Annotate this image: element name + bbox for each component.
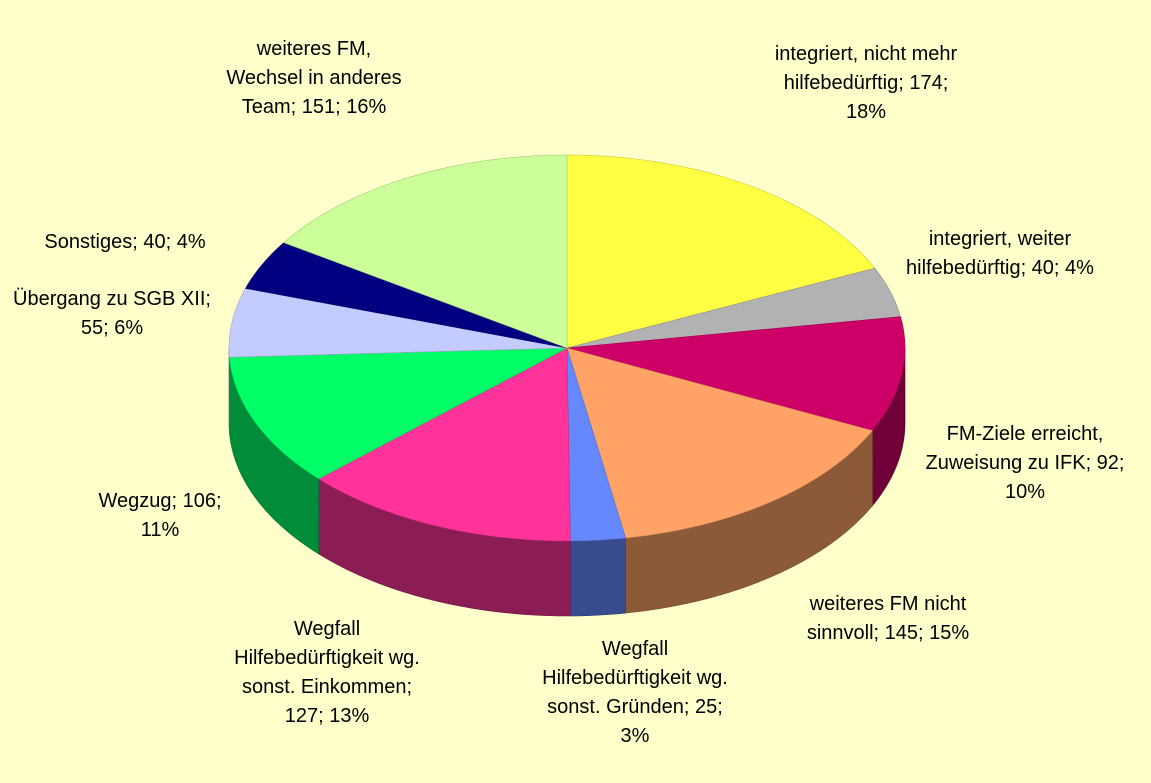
pie-slice <box>245 242 568 349</box>
slice-label: Wegfall Hilfebedürftigkeit wg. sonst. Ei… <box>234 618 420 727</box>
pie-side <box>570 537 626 617</box>
pie-slice <box>566 267 901 349</box>
slice-label: Übergang zu SGB XII; 55; 6% <box>13 288 211 339</box>
slice-label: Wegfall Hilfebedürftigkeit wg. sonst. Gr… <box>542 638 728 747</box>
slice-label: Sonstiges; 40; 4% <box>44 231 206 253</box>
slice-label: integriert, weiter hilfebedürftig; 40; 4… <box>906 228 1094 279</box>
slice-label: weiteres FM, Wechsel in anderes Team; 15… <box>226 38 402 118</box>
pie-slice <box>229 347 568 480</box>
slice-label: Wegzug; 106; 11% <box>98 490 222 541</box>
slice-label: integriert, nicht mehr hilfebedürftig; 1… <box>774 43 958 123</box>
pie-slice <box>228 288 568 358</box>
pie-slice <box>283 154 568 349</box>
pie-slice <box>566 316 906 431</box>
pie-slice <box>566 347 627 542</box>
slice-label: FM-Ziele erreicht, Zuweisung zu IFK; 92;… <box>925 423 1125 503</box>
pie-slice <box>566 347 873 539</box>
pie-slice <box>317 347 571 542</box>
pie-slice <box>566 154 876 349</box>
slice-label: weiteres FM nicht sinnvoll; 145; 15% <box>806 593 970 644</box>
